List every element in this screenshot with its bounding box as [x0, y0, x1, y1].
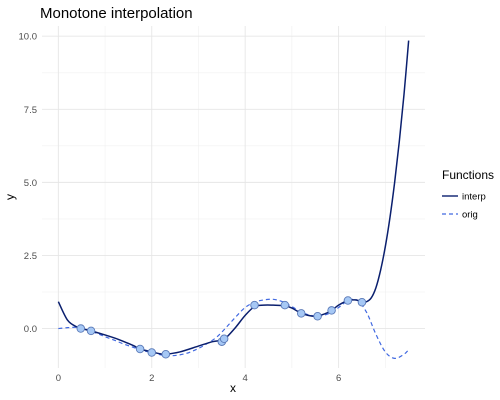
chart-title: Monotone interpolation	[40, 5, 193, 22]
grid	[42, 26, 425, 368]
series-line-interp	[57, 40, 410, 356]
data-point	[86, 326, 96, 336]
ticks-layer: 0 2 4 6 0.0 2.5 5.0 7.5 10.0	[19, 32, 342, 384]
data-point	[343, 296, 353, 305]
legend-title: Functions	[442, 168, 494, 182]
y-tick-label: 0.0	[24, 324, 37, 335]
data-point	[327, 306, 336, 315]
y-axis-label: y	[3, 194, 17, 200]
legend-label-interp: interp	[462, 192, 486, 203]
data-point	[135, 344, 145, 354]
legend: Functions interp orig	[442, 168, 494, 221]
x-tick-label: 0	[56, 373, 61, 384]
legend-label-orig: orig	[462, 210, 478, 221]
y-tick-label: 5.0	[24, 178, 37, 189]
data-point	[76, 324, 86, 333]
plot-panel	[42, 26, 425, 368]
data-point	[161, 350, 171, 359]
y-tick-label: 2.5	[24, 251, 37, 262]
y-tick-label: 7.5	[24, 105, 37, 116]
x-tick-label: 2	[149, 373, 154, 384]
y-tick-label: 10.0	[19, 32, 38, 43]
data-point	[147, 348, 157, 357]
series-layer	[57, 40, 410, 359]
points-layer	[76, 296, 367, 359]
data-point	[250, 300, 259, 310]
data-point	[280, 300, 290, 310]
x-tick-label: 6	[336, 373, 341, 384]
x-axis-label: x	[230, 381, 236, 395]
data-point	[219, 334, 229, 344]
x-tick-label: 4	[243, 373, 248, 384]
data-point	[313, 312, 322, 321]
data-point	[357, 297, 367, 307]
data-point	[296, 309, 306, 318]
